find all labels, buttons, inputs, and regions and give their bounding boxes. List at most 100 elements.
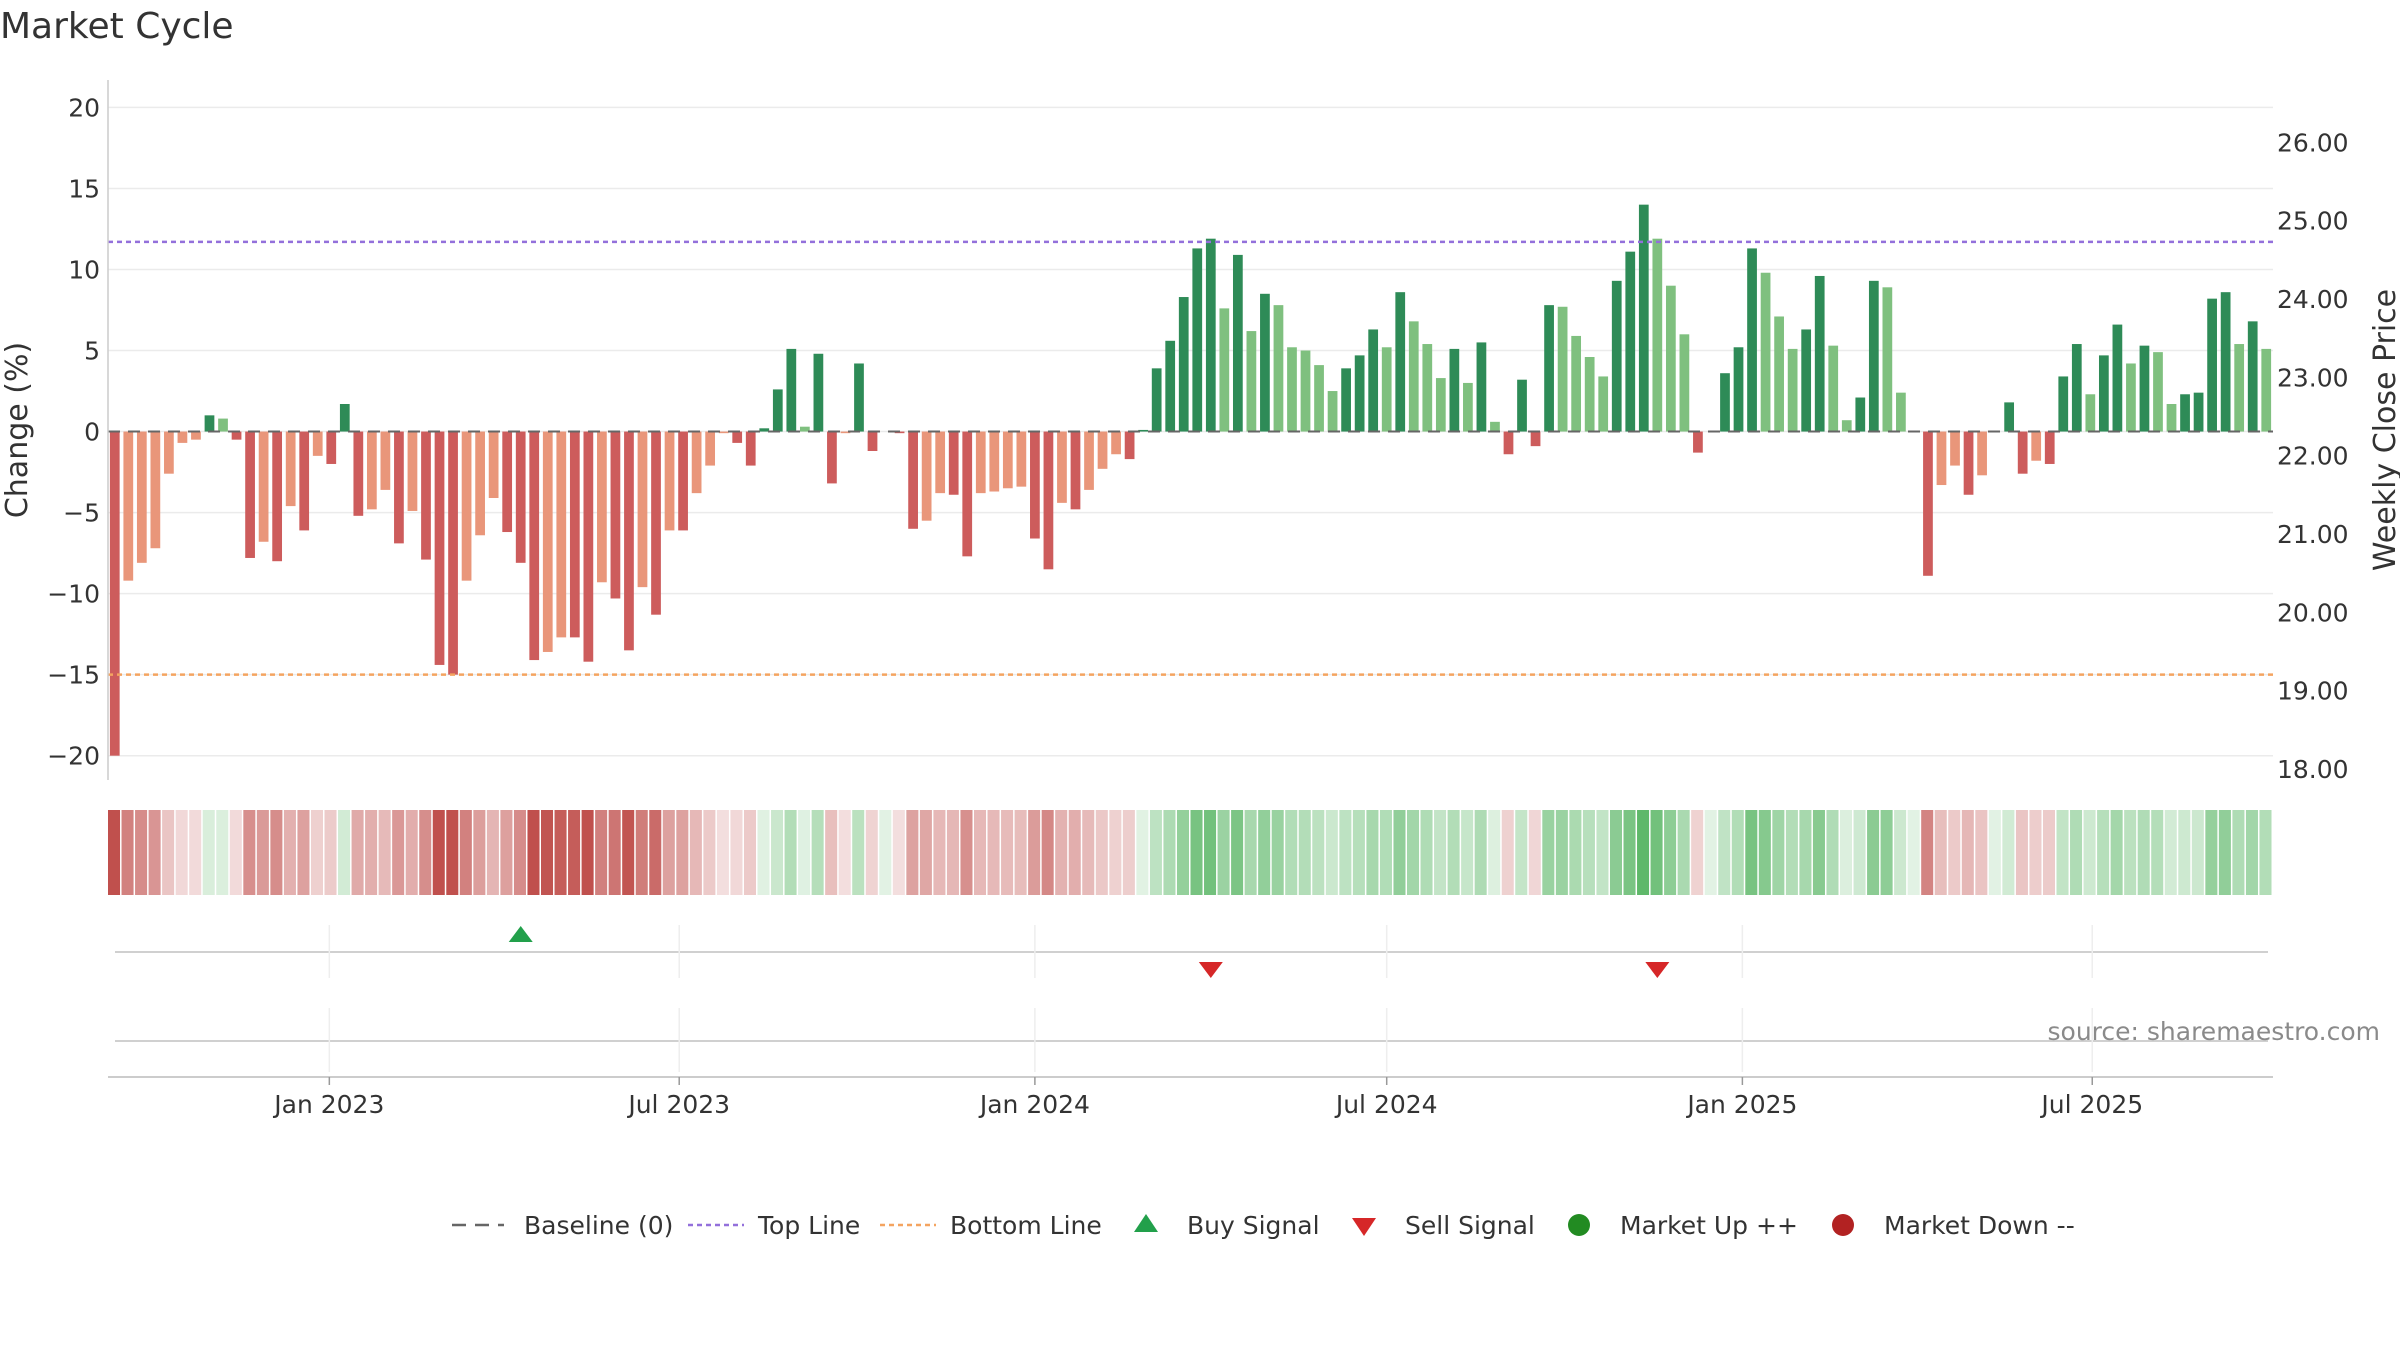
heat-cell: [270, 810, 283, 895]
change-bar: [1476, 342, 1487, 432]
change-bar: [502, 431, 513, 533]
change-bar: [1002, 431, 1013, 489]
heat-cell: [1853, 810, 1866, 895]
heat-cell: [310, 810, 323, 895]
heat-cell: [1542, 810, 1555, 895]
heat-cell: [1176, 810, 1189, 895]
heat-cell: [148, 810, 161, 895]
heat-cell: [2205, 810, 2218, 895]
change-bar: [394, 431, 404, 544]
heat-cell: [1948, 810, 1961, 895]
change-bar: [1665, 285, 1676, 432]
y-tick-label: −5: [63, 499, 100, 528]
legend-swatch-sell: [1352, 1218, 1376, 1236]
change-bar: [2112, 324, 2123, 432]
change-bar: [1341, 368, 1351, 432]
legend-label: Bottom Line: [950, 1211, 1102, 1240]
heat-cell: [486, 810, 499, 895]
heat-cell: [1488, 810, 1501, 895]
change-bar: [488, 431, 499, 498]
change-bar: [1016, 431, 1027, 487]
change-bar: [2098, 355, 2109, 432]
heat-cell: [365, 810, 378, 895]
heat-cell: [324, 810, 337, 895]
change-bar: [164, 431, 174, 474]
change-bar: [1544, 305, 1554, 432]
change-bar: [1760, 272, 1771, 432]
x-tick-label: Jan 2025: [1685, 1090, 1797, 1119]
change-bar: [1151, 368, 1162, 432]
x-tick-label: Jul 2023: [626, 1090, 730, 1119]
change-bar: [678, 431, 688, 531]
heat-cell: [703, 810, 716, 895]
heat-cell: [622, 810, 635, 895]
heat-cell: [1758, 810, 1771, 895]
heat-cell: [2083, 810, 2096, 895]
heat-cell: [730, 810, 743, 895]
change-bar: [448, 431, 458, 675]
change-bar: [109, 431, 120, 756]
heat-cell: [1569, 810, 1582, 895]
heat-cell: [1379, 810, 1392, 895]
change-bar: [123, 431, 134, 581]
heat-cell: [689, 810, 702, 895]
cycle-heat-strip: [108, 810, 2272, 895]
heat-cell: [189, 810, 202, 895]
change-bar: [2126, 363, 2136, 432]
change-bar: [2044, 431, 2055, 464]
change-bar: [1111, 431, 1121, 455]
change-bar: [461, 431, 472, 581]
heat-cell: [1664, 810, 1677, 895]
change-bar: [1287, 347, 1297, 432]
heat-cell: [135, 810, 148, 895]
change-bar: [1855, 397, 1866, 432]
change-bar: [2071, 344, 2082, 432]
y-axis-title: Change (%): [0, 342, 35, 518]
heat-cell: [960, 810, 973, 895]
y-tick-label: 15: [68, 174, 100, 203]
heat-cell: [798, 810, 811, 895]
sell-signal-marker: [1645, 962, 1670, 978]
heat-cell: [1095, 810, 1108, 895]
change-bar: [2180, 394, 2190, 432]
heat-cell: [838, 810, 851, 895]
heat-cell: [2259, 810, 2272, 895]
source-note: source: sharemaestro.com: [2048, 1017, 2381, 1046]
change-bar: [867, 431, 878, 451]
heat-cell: [974, 810, 987, 895]
heat-cell: [1028, 810, 1041, 895]
change-bar: [975, 431, 986, 494]
heat-cell: [175, 810, 188, 895]
change-bar: [1977, 431, 1987, 476]
heat-cell: [1799, 810, 1812, 895]
change-bar: [1557, 306, 1568, 432]
y-tick-label: 10: [68, 255, 100, 284]
change-bar: [1896, 392, 1906, 432]
heat-cell: [1434, 810, 1447, 895]
change-bar: [1070, 431, 1081, 510]
change-bar: [2166, 404, 2177, 432]
change-bar: [272, 431, 283, 562]
change-bar: [1273, 305, 1284, 432]
change-bar: [1747, 248, 1757, 432]
change-bar: [2220, 292, 2231, 432]
change-bar: [1625, 251, 1636, 432]
change-bar: [1950, 431, 1960, 466]
heat-cell: [1880, 810, 1893, 895]
heat-cell: [1840, 810, 1853, 895]
heat-cell: [1907, 810, 1920, 895]
change-bar: [2193, 392, 2204, 432]
change-bar: [1814, 275, 1825, 432]
buy-signal-marker: [508, 926, 533, 942]
heat-cell: [1867, 810, 1880, 895]
change-bar: [935, 431, 946, 494]
change-bar: [1300, 350, 1311, 432]
change-bar: [1774, 316, 1784, 432]
heat-cell: [865, 810, 878, 895]
x-tick-label: Jan 2023: [272, 1090, 384, 1119]
change-bar: [529, 431, 540, 661]
change-bar: [1868, 280, 1879, 432]
heat-cell: [987, 810, 1000, 895]
heat-cell: [1704, 810, 1717, 895]
change-bar: [1314, 365, 1324, 432]
